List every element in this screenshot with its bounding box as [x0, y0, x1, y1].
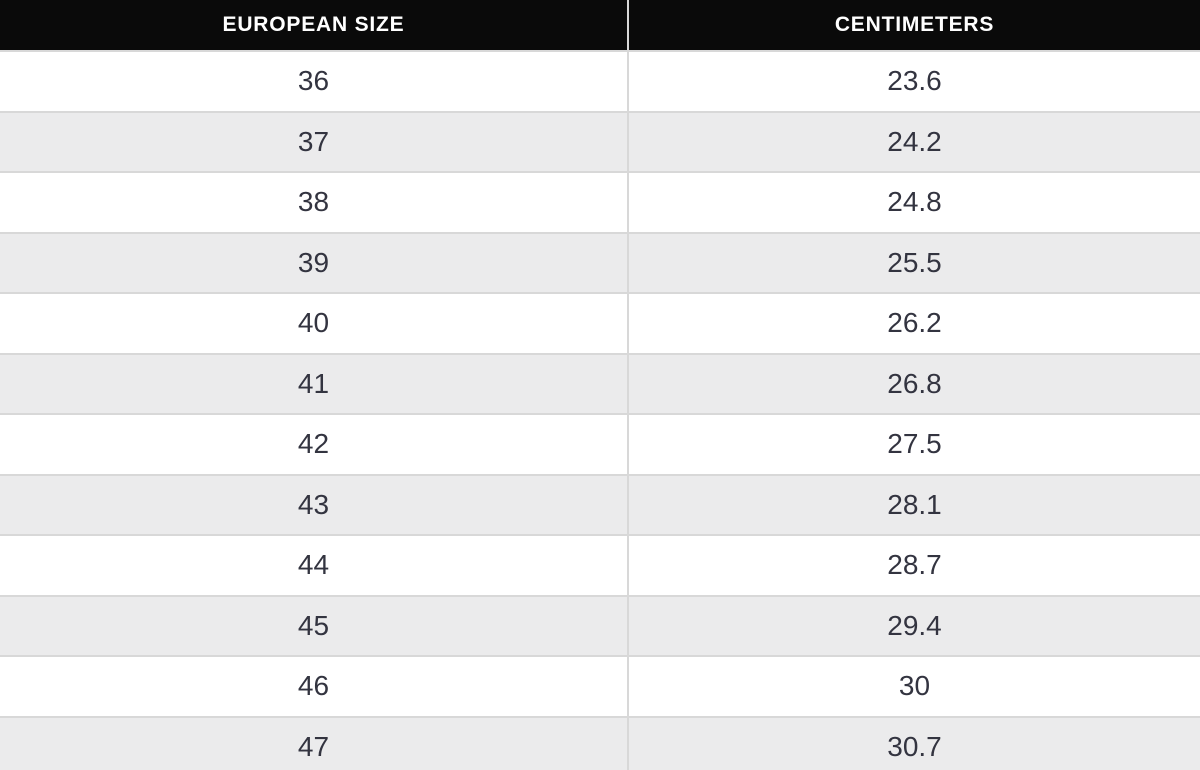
eu-size-cell: 41 — [0, 354, 629, 415]
eu-size-cell: 45 — [0, 596, 629, 657]
table-body: 36 23.6 37 24.2 38 24.8 39 25.5 40 26.2 41 26.8 42 27… — [0, 52, 1200, 770]
eu-size-cell: 42 — [0, 415, 629, 476]
table-row: 39 25.5 — [0, 233, 1200, 294]
table-row: 42 27.5 — [0, 415, 1200, 476]
table-row: 36 23.6 — [0, 52, 1200, 113]
eu-size-cell: 44 — [0, 536, 629, 597]
cm-value-cell: 29.4 — [629, 596, 1200, 657]
eu-size-cell: 47 — [0, 717, 629, 770]
cm-value-cell: 27.5 — [629, 415, 1200, 476]
cm-value-cell: 24.8 — [629, 173, 1200, 234]
table-row: 41 26.8 — [0, 354, 1200, 415]
eu-size-cell: 40 — [0, 294, 629, 355]
cm-value-cell: 28.7 — [629, 536, 1200, 597]
eu-size-cell: 38 — [0, 173, 629, 234]
table-row: 37 24.2 — [0, 112, 1200, 173]
eu-size-cell: 39 — [0, 233, 629, 294]
cm-value-cell: 26.8 — [629, 354, 1200, 415]
cm-value-cell: 25.5 — [629, 233, 1200, 294]
table-row: 44 28.7 — [0, 536, 1200, 597]
cm-value-cell: 30.7 — [629, 717, 1200, 770]
cm-value-cell: 24.2 — [629, 112, 1200, 173]
column-header-centimeters: CENTIMETERS — [629, 0, 1200, 52]
column-header-european-size: EUROPEAN SIZE — [0, 0, 629, 52]
cm-value-cell: 26.2 — [629, 294, 1200, 355]
table-row: 47 30.7 — [0, 717, 1200, 770]
table-row: 40 26.2 — [0, 294, 1200, 355]
cm-value-cell: 30 — [629, 657, 1200, 718]
eu-size-cell: 37 — [0, 112, 629, 173]
table-row: 46 30 — [0, 657, 1200, 718]
cm-value-cell: 28.1 — [629, 475, 1200, 536]
eu-size-cell: 36 — [0, 52, 629, 113]
cm-value-cell: 23.6 — [629, 52, 1200, 113]
eu-size-cell: 46 — [0, 657, 629, 718]
table-row: 45 29.4 — [0, 596, 1200, 657]
table-row: 43 28.1 — [0, 475, 1200, 536]
table-header-row: EUROPEAN SIZE CENTIMETERS — [0, 0, 1200, 52]
table-row: 38 24.8 — [0, 173, 1200, 234]
eu-size-cell: 43 — [0, 475, 629, 536]
